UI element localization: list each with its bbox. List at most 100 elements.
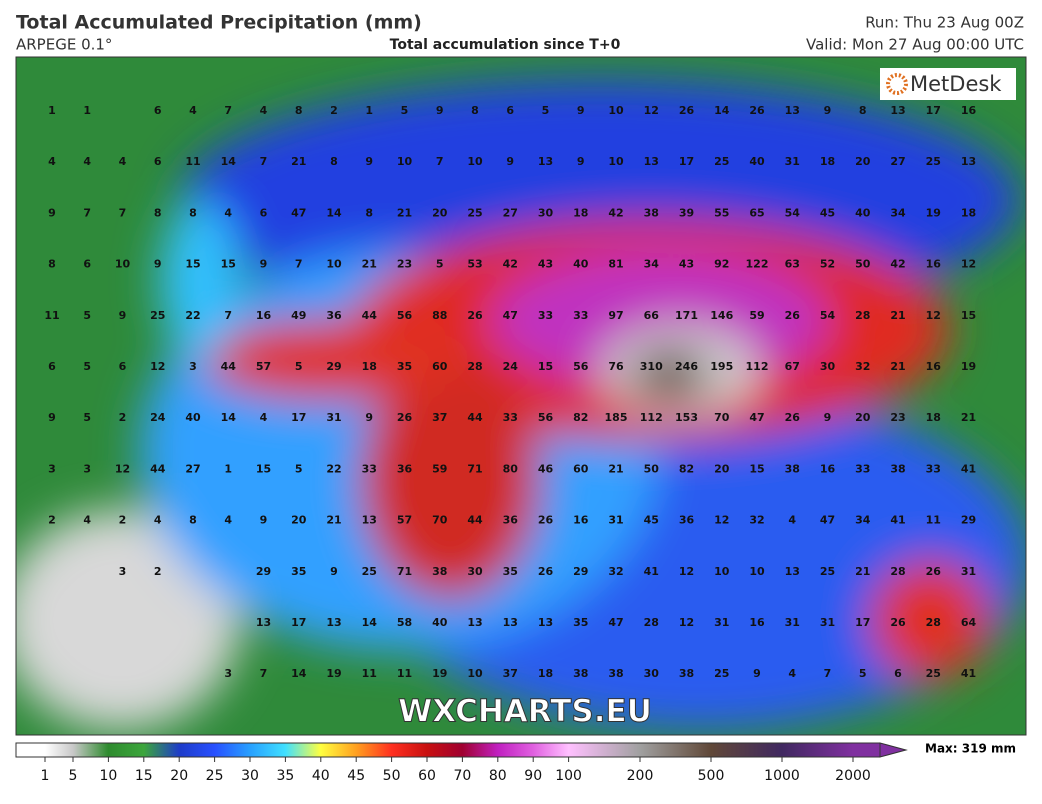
grid-value: 13	[362, 514, 377, 527]
colorbar-label: 25	[206, 768, 224, 784]
grid-value: 10	[714, 565, 730, 578]
grid-value: 8	[189, 206, 197, 219]
grid-value: 153	[675, 411, 698, 424]
grid-value: 27	[890, 155, 905, 168]
grid-value: 4	[788, 514, 796, 527]
grid-value: 19	[926, 206, 941, 219]
grid-value: 97	[608, 309, 623, 322]
grid-value: 26	[467, 309, 483, 322]
grid-value: 5	[436, 258, 444, 271]
grid-value: 27	[185, 462, 200, 475]
grid-value: 25	[467, 206, 482, 219]
grid-value: 36	[679, 514, 695, 527]
grid-value: 22	[185, 309, 200, 322]
grid-value: 2	[119, 514, 127, 527]
grid-value: 11	[926, 514, 941, 527]
grid-value: 13	[785, 565, 800, 578]
grid-value: 26	[785, 309, 801, 322]
colorbar-label: 40	[312, 768, 330, 784]
grid-value: 13	[961, 155, 976, 168]
grid-value: 4	[224, 206, 232, 219]
grid-value: 11	[397, 667, 412, 680]
grid-value: 10	[749, 565, 765, 578]
grid-value: 81	[608, 258, 623, 271]
grid-value: 44	[221, 360, 237, 373]
grid-value: 26	[926, 565, 942, 578]
grid-value: 88	[432, 309, 447, 322]
grid-value: 80	[503, 462, 519, 475]
grid-value: 16	[926, 360, 942, 373]
grid-value: 26	[538, 514, 554, 527]
grid-value: 30	[467, 565, 483, 578]
colorbar-label: 50	[383, 768, 401, 784]
grid-value: 38	[644, 206, 659, 219]
grid-value: 56	[573, 360, 589, 373]
grid-value: 44	[467, 411, 483, 424]
grid-value: 58	[397, 616, 412, 629]
grid-value: 26	[538, 565, 554, 578]
grid-value: 21	[291, 155, 306, 168]
grid-value: 12	[679, 616, 694, 629]
grid-value: 7	[224, 309, 232, 322]
grid-value: 15	[185, 258, 200, 271]
grid-value: 12	[961, 258, 976, 271]
grid-value: 7	[295, 258, 303, 271]
grid-value: 3	[189, 360, 197, 373]
grid-value: 39	[679, 206, 694, 219]
grid-value: 44	[150, 462, 166, 475]
grid-value: 9	[330, 565, 338, 578]
title: Total Accumulated Precipitation (mm)	[16, 12, 422, 34]
grid-value: 17	[679, 155, 694, 168]
colorbar-label: 15	[135, 768, 153, 784]
grid-value: 40	[185, 411, 201, 424]
grid-value: 18	[362, 360, 377, 373]
grid-value: 20	[714, 462, 730, 475]
grid-value: 26	[890, 616, 906, 629]
grid-value: 19	[961, 360, 976, 373]
grid-value: 3	[224, 667, 232, 680]
grid-value: 2	[154, 565, 162, 578]
grid-value: 19	[432, 667, 447, 680]
colorbar-label: 30	[241, 768, 259, 784]
grid-value: 76	[608, 360, 624, 373]
max-label: Max: 319 mm	[925, 742, 1016, 756]
grid-value: 4	[788, 667, 796, 680]
grid-value: 29	[961, 514, 976, 527]
grid-value: 7	[224, 104, 232, 117]
grid-value: 53	[467, 258, 482, 271]
grid-value: 64	[961, 616, 977, 629]
grid-value: 5	[401, 104, 409, 117]
grid-value: 33	[503, 411, 518, 424]
grid-value: 38	[432, 565, 447, 578]
colorbar-label: 10	[99, 768, 117, 784]
grid-value: 9	[824, 411, 832, 424]
grid-value: 82	[679, 462, 694, 475]
grid-value: 42	[890, 258, 905, 271]
grid-value: 43	[679, 258, 694, 271]
grid-value: 14	[221, 155, 237, 168]
colorbar-label: 100	[555, 768, 582, 784]
grid-value: 41	[961, 667, 976, 680]
grid-value: 3	[48, 462, 56, 475]
grid-value: 14	[291, 667, 307, 680]
grid-value: 60	[432, 360, 448, 373]
grid-value: 37	[432, 411, 447, 424]
grid-value: 1	[365, 104, 373, 117]
grid-value: 3	[83, 462, 91, 475]
grid-value: 29	[256, 565, 271, 578]
grid-value: 6	[154, 155, 162, 168]
grid-value: 4	[83, 514, 91, 527]
grid-value: 6	[260, 206, 268, 219]
grid-value: 70	[432, 514, 448, 527]
grid-value: 20	[432, 206, 448, 219]
grid-value: 71	[467, 462, 482, 475]
grid-value: 26	[749, 104, 765, 117]
grid-value: 9	[48, 411, 56, 424]
grid-value: 25	[820, 565, 835, 578]
grid-value: 8	[859, 104, 867, 117]
grid-value: 13	[890, 104, 905, 117]
grid-value: 12	[926, 309, 941, 322]
grid-value: 22	[326, 462, 341, 475]
grid-value: 17	[926, 104, 941, 117]
grid-value: 2	[119, 411, 127, 424]
